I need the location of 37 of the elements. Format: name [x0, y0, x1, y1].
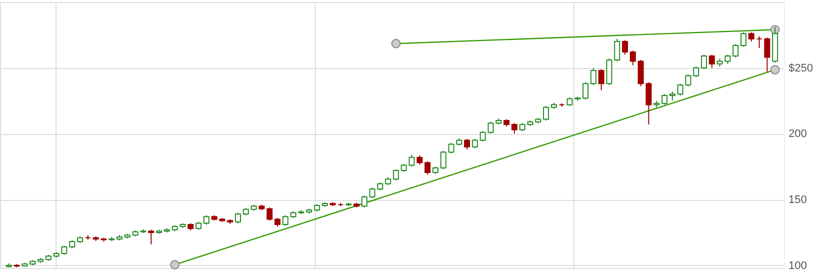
- candlestick: [661, 94, 668, 106]
- candlestick: [700, 54, 707, 70]
- candlestick: [748, 32, 754, 42]
- y-tick-label: $250: [788, 62, 813, 74]
- candlestick: [669, 91, 676, 102]
- candlestick: [590, 67, 596, 86]
- candlestick: [416, 154, 423, 166]
- candlestick: [732, 44, 739, 58]
- candlestick: [606, 58, 612, 86]
- candlestick: [266, 206, 273, 222]
- candlestick: [392, 168, 399, 181]
- candlestick: [424, 160, 431, 176]
- point: [770, 65, 780, 74]
- y-tick-label: 200: [788, 128, 807, 140]
- candlestick: [622, 40, 628, 56]
- candlestick: [764, 37, 770, 72]
- candlestick: [598, 68, 604, 91]
- candlestick: [472, 138, 478, 149]
- candlestick: [756, 36, 762, 49]
- candlestick: [614, 38, 620, 62]
- candlestick: [630, 50, 636, 66]
- candlestick: [282, 214, 288, 226]
- candlestick: [511, 122, 518, 134]
- candlestick: [693, 66, 700, 78]
- candlestick: [740, 32, 746, 48]
- point: [170, 260, 180, 270]
- candlestick: [361, 195, 368, 208]
- candlestick: [148, 229, 154, 245]
- candlestick: [203, 214, 210, 226]
- y-tick-label: 150: [788, 194, 807, 206]
- candlestick: [234, 212, 241, 224]
- candlestick: [708, 54, 715, 68]
- point: [391, 38, 401, 48]
- candlestick: [464, 138, 470, 150]
- y-tick-label: 100: [788, 260, 807, 272]
- candlestick: [543, 106, 550, 122]
- candlestick: [582, 82, 588, 100]
